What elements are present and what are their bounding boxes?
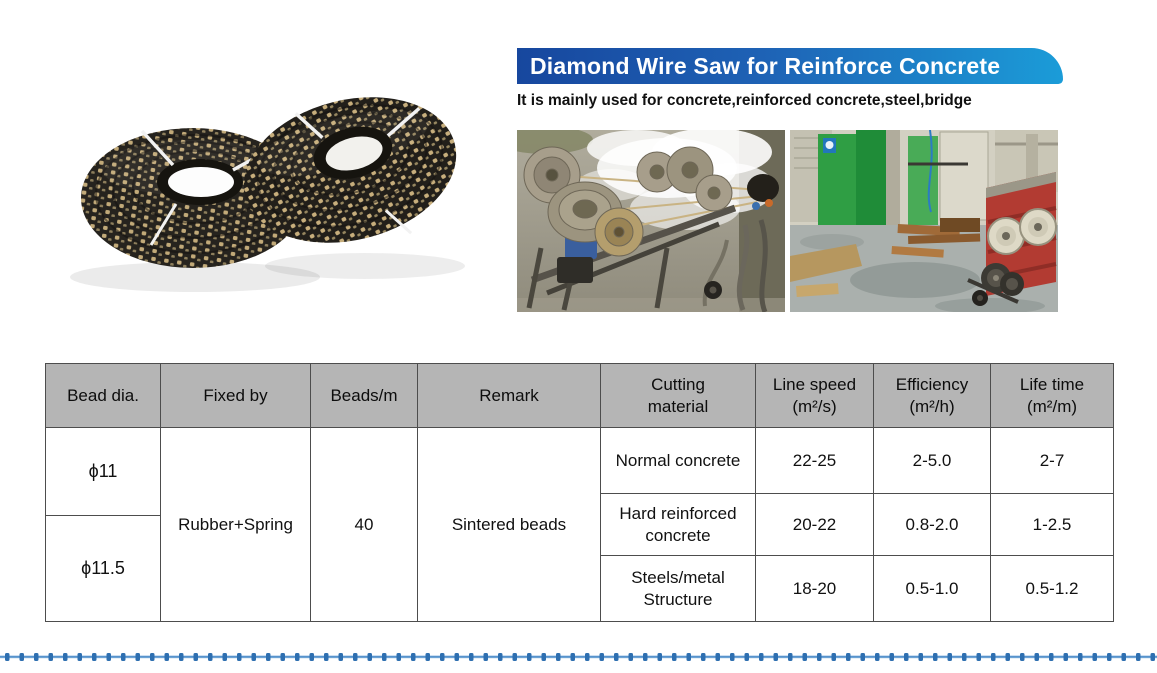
cell-efficiency-steels-metal: 0.5-1.0 [874, 556, 991, 621]
title-banner: Diamond Wire Saw for Reinforce Concrete [517, 48, 1063, 84]
photo-wire-saw-cutting [517, 130, 785, 312]
bead-chain-icon [0, 651, 1157, 663]
spec-table: Bead dia. Fixed by Beads/m Remark Cuttin… [45, 363, 1114, 622]
col-header-remark-label: Remark [479, 385, 539, 405]
col-header-bead-dia: Bead dia. [46, 364, 161, 428]
cell-life-time-normal-concrete: 2-7 [991, 428, 1113, 494]
cell-life-time-steels-metal: 0.5-1.2 [1025, 578, 1079, 598]
col-header-fixed-by: Fixed by [161, 364, 311, 428]
product-image-wire-coils [45, 70, 465, 350]
cutting-material-line2: material [647, 396, 709, 416]
col-header-line-speed: Line speed (m²/s) [756, 364, 874, 428]
cell-material-steels-metal: Steels/metal Structure [601, 556, 756, 621]
col-header-life-time: Life time (m²/m) [991, 364, 1113, 428]
wire-coils-illustration [70, 97, 465, 292]
line-speed-line1: Line speed [772, 375, 857, 395]
page-title: Diamond Wire Saw for Reinforce Concrete [530, 52, 1001, 79]
efficiency-line1: Efficiency [895, 375, 969, 395]
cell-fixed-by: Rubber+Spring [161, 428, 311, 621]
cell-bead-dia-11-5: ϕ11.5 [81, 558, 125, 579]
col-header-efficiency: Efficiency (m²/h) [874, 364, 991, 428]
cell-efficiency-normal-concrete: 2-5.0 [874, 428, 991, 494]
col-header-fixed-by-label: Fixed by [203, 385, 268, 405]
cell-line-speed-normal-concrete: 22-25 [756, 428, 874, 494]
cell-material-normal-concrete: Normal concrete [601, 428, 756, 494]
cell-line-speed-steels-metal: 18-20 [756, 556, 874, 621]
cell-bead-dia: ϕ11 ϕ11.5 [46, 428, 161, 621]
cell-efficiency-hard-reinforced: 0.8-2.0 [874, 494, 991, 556]
cell-life-time-hard-reinforced: 1-2.5 [991, 494, 1113, 556]
subtitle: It is mainly used for concrete,reinforce… [517, 92, 972, 109]
line-speed-unit: (m²/s) [792, 396, 837, 416]
col-header-beads-per-m: Beads/m [311, 364, 418, 428]
efficiency-unit: (m²/h) [909, 396, 955, 416]
cutting-material-line1: Cutting [651, 375, 705, 395]
life-time-unit: (m²/m) [1026, 396, 1078, 416]
col-header-remark: Remark [418, 364, 601, 428]
col-header-cutting-material: Cutting material [601, 364, 756, 428]
col-header-bead-dia-label: Bead dia. [67, 385, 139, 405]
bead-chain-divider [0, 650, 1157, 663]
col-header-beads-per-m-label: Beads/m [330, 385, 398, 405]
cell-line-speed-hard-reinforced: 20-22 [756, 494, 874, 556]
cell-bead-dia-11: ϕ11 [46, 428, 160, 516]
site-photo-illustration [790, 130, 1058, 312]
photo-construction-site [790, 130, 1058, 312]
cutting-photo-illustration [517, 130, 785, 312]
cell-beads-per-m: 40 [311, 428, 418, 621]
cell-material-hard-reinforced: Hard reinforced concrete [601, 494, 756, 556]
life-time-line1: Life time [1019, 375, 1085, 395]
cell-remark: Sintered beads [418, 428, 601, 621]
